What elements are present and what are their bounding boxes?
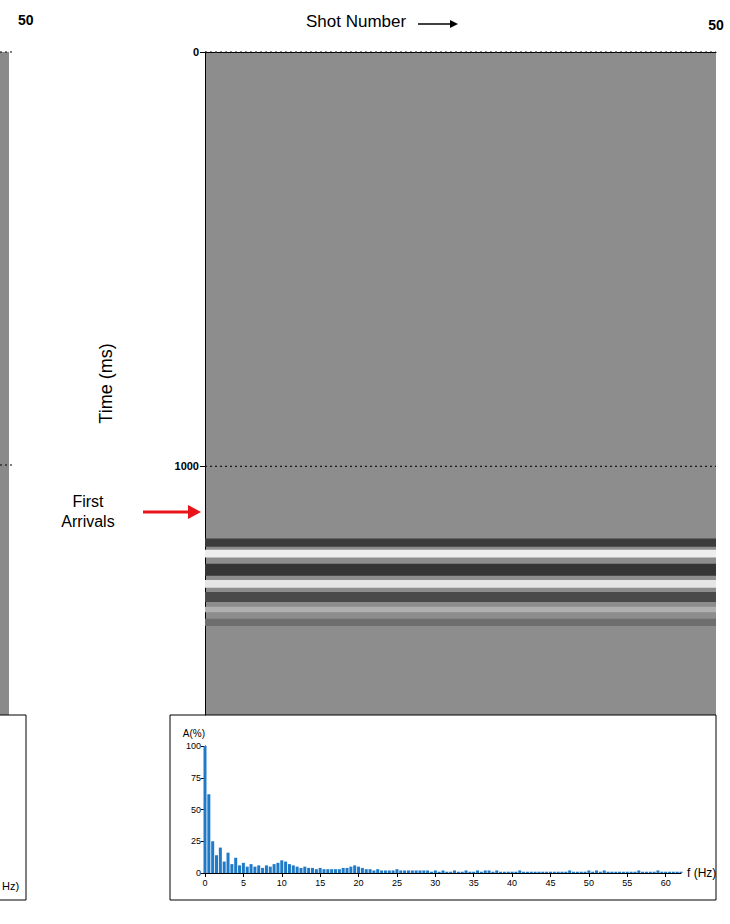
svg-text:Hz): Hz) xyxy=(2,880,19,892)
svg-text:75: 75 xyxy=(191,773,201,783)
svg-text:25: 25 xyxy=(191,836,201,846)
svg-text:50: 50 xyxy=(18,12,34,28)
svg-text:Shot Number: Shot Number xyxy=(306,12,406,31)
svg-text:Arrivals: Arrivals xyxy=(61,513,114,530)
svg-text:40: 40 xyxy=(507,878,517,888)
svg-text:100: 100 xyxy=(186,741,201,751)
svg-text:5: 5 xyxy=(241,878,246,888)
svg-text:Time (ms): Time (ms) xyxy=(96,343,116,423)
svg-text:A(%): A(%) xyxy=(183,728,205,739)
svg-text:First: First xyxy=(72,493,104,510)
svg-text:20: 20 xyxy=(354,878,364,888)
svg-text:15: 15 xyxy=(315,878,325,888)
svg-text:45: 45 xyxy=(545,878,555,888)
svg-text:55: 55 xyxy=(622,878,632,888)
svg-text:50: 50 xyxy=(708,17,724,33)
svg-text:0: 0 xyxy=(193,46,199,58)
svg-text:50: 50 xyxy=(191,805,201,815)
svg-text:0: 0 xyxy=(202,878,207,888)
svg-text:10: 10 xyxy=(277,878,287,888)
svg-text:30: 30 xyxy=(430,878,440,888)
svg-text:1000: 1000 xyxy=(175,460,199,472)
svg-text:f (Hz): f (Hz) xyxy=(687,866,716,880)
svg-text:0: 0 xyxy=(196,868,201,878)
svg-text:35: 35 xyxy=(469,878,479,888)
svg-text:60: 60 xyxy=(661,878,671,888)
svg-text:25: 25 xyxy=(392,878,402,888)
svg-text:50: 50 xyxy=(584,878,594,888)
